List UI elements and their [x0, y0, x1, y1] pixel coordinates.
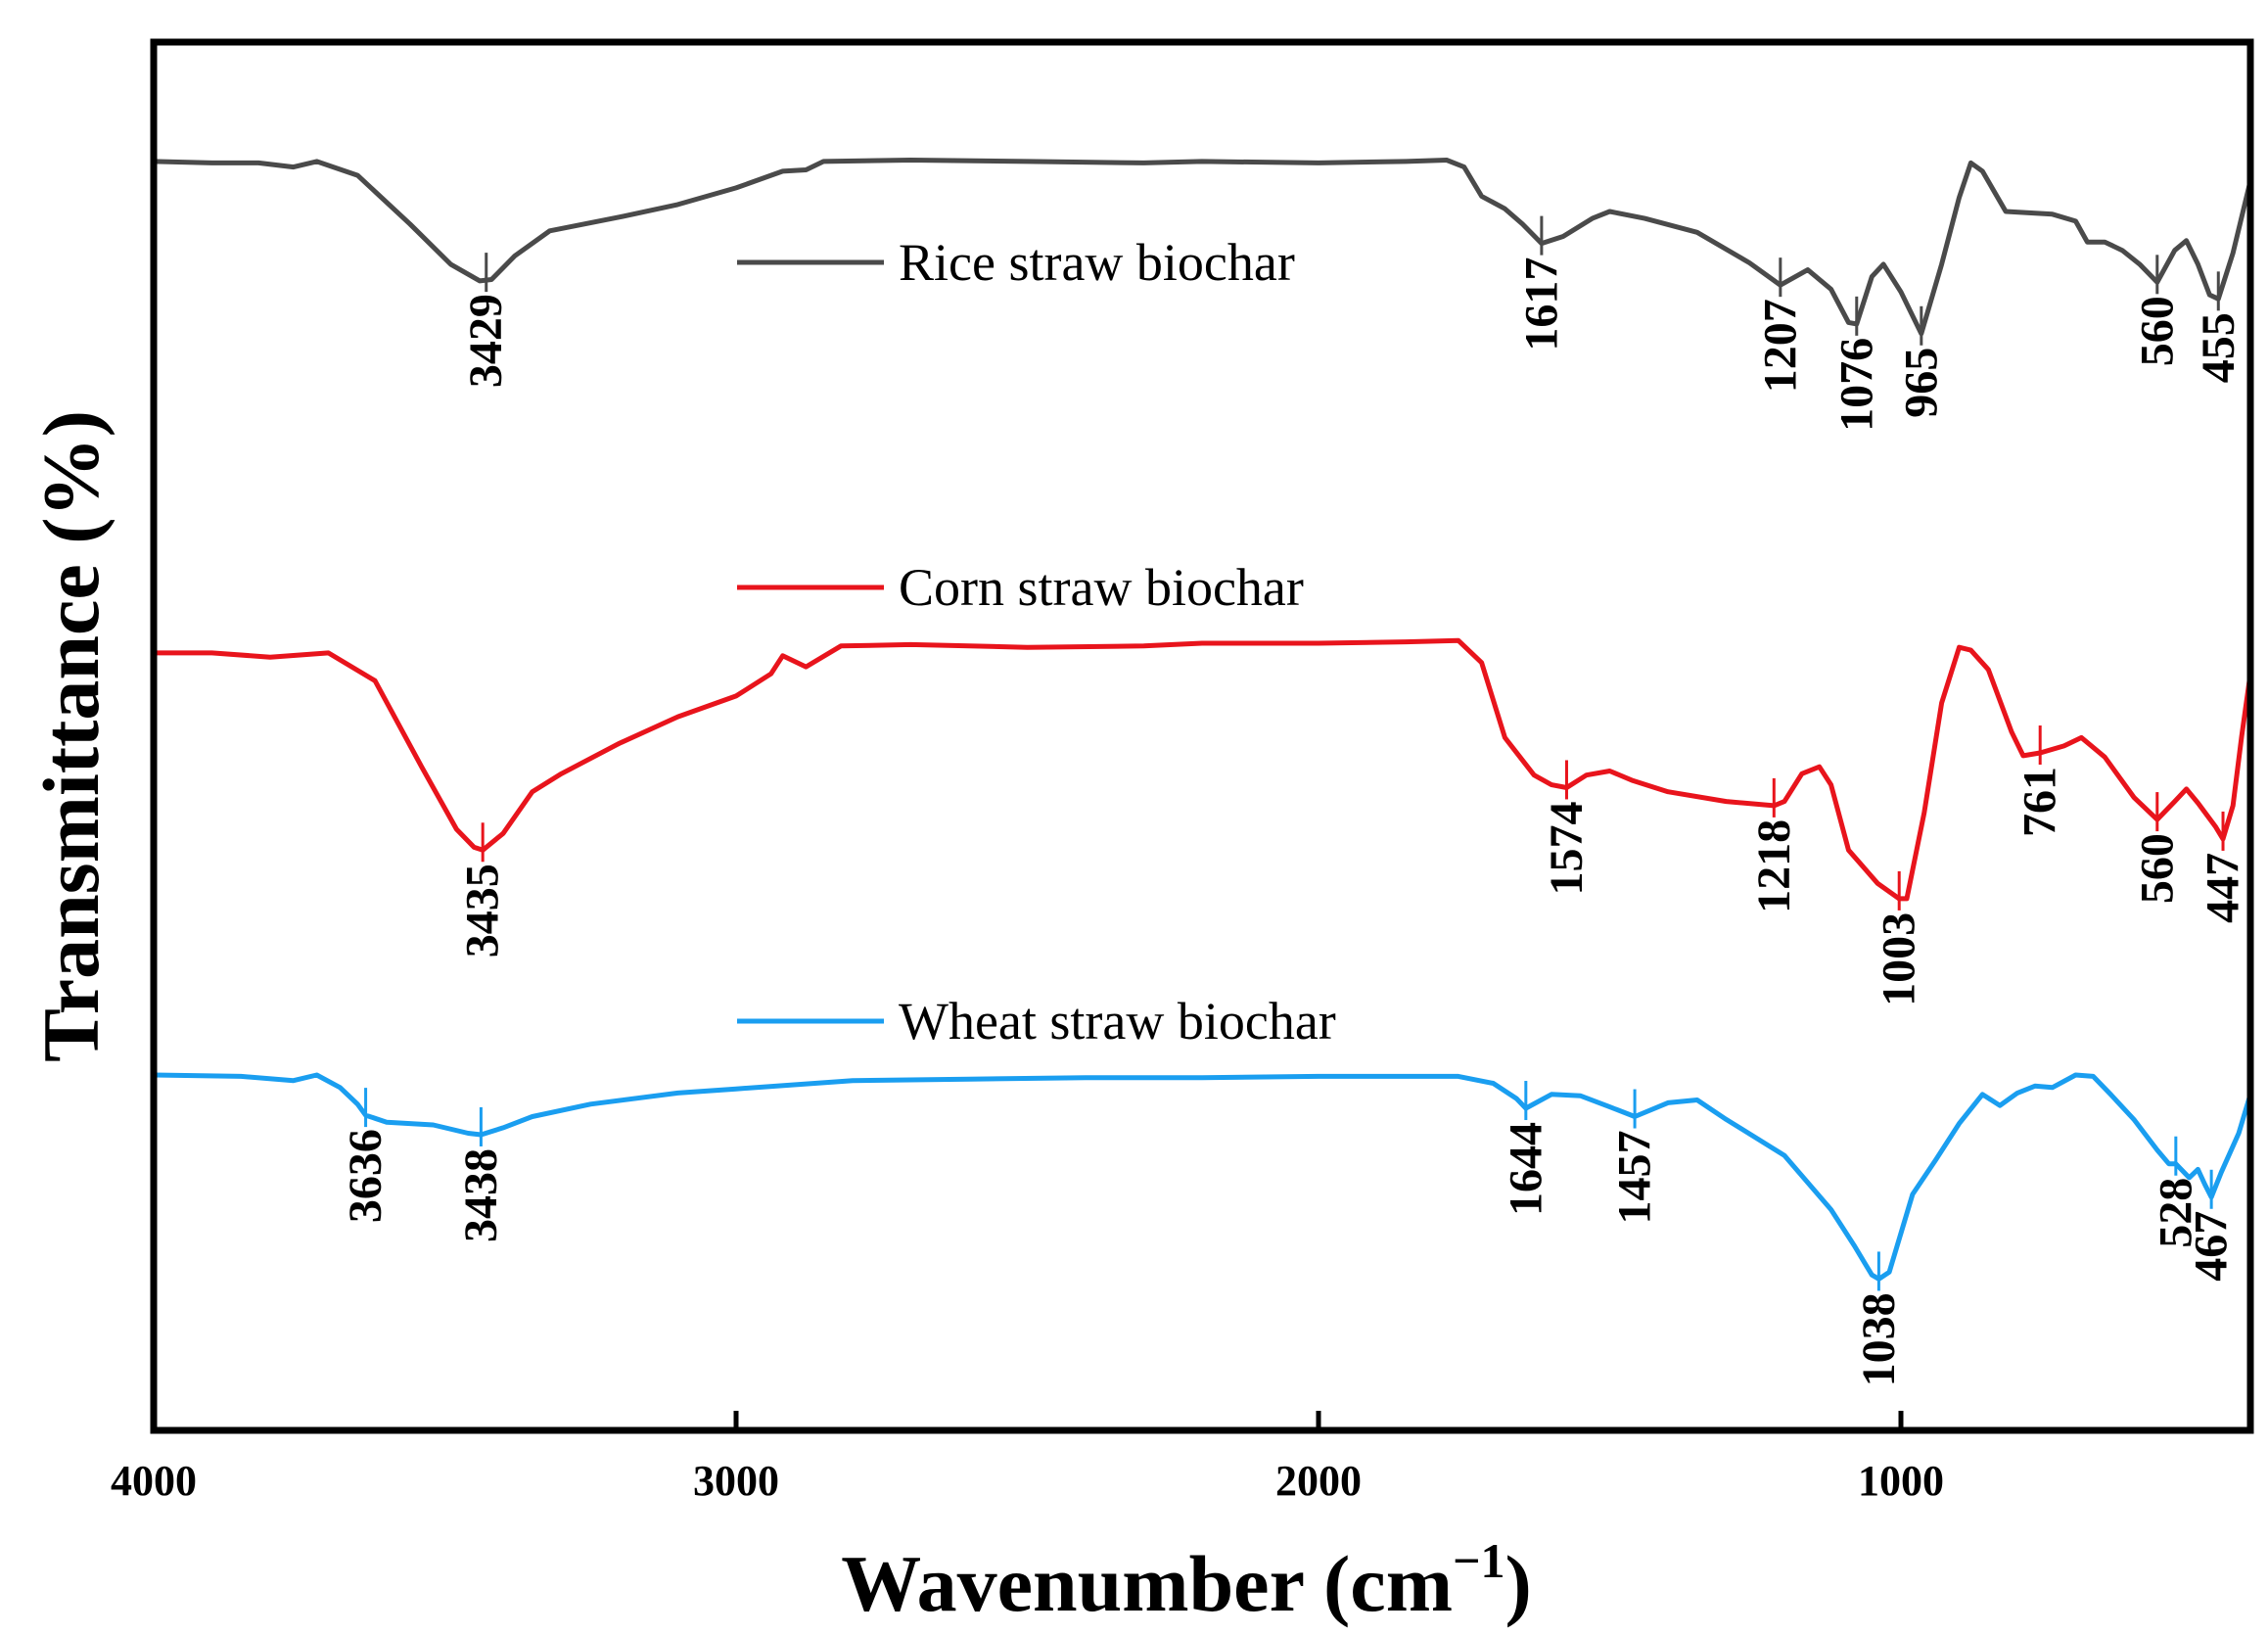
peak-label-wheat-straw-biochar-3636: 3636: [340, 1129, 392, 1223]
legend-label-wheat-straw-biochar: Wheat straw biochar: [899, 992, 1336, 1051]
series-line-wheat-straw-biochar: [151, 1072, 2253, 1282]
peak-label-wheat-straw-biochar-1038: 1038: [1853, 1292, 1905, 1386]
x-tick-label-3000: 3000: [693, 1457, 779, 1505]
peak-label-corn-straw-biochar-1218: 1218: [1748, 819, 1800, 913]
peak-label-wheat-straw-biochar-467: 467: [2186, 1211, 2238, 1282]
peak-label-rice-straw-biochar-3429: 3429: [460, 294, 512, 388]
peak-label-rice-straw-biochar-455: 455: [2193, 312, 2245, 383]
legend-label-corn-straw-biochar: Corn straw biochar: [899, 558, 1304, 617]
peak-label-corn-straw-biochar-761: 761: [2014, 767, 2066, 837]
x-axis-title: Wavenumber (cm−1): [841, 1533, 1532, 1628]
peak-label-rice-straw-biochar-560: 560: [2131, 296, 2183, 366]
peak-label-corn-straw-biochar-1003: 1003: [1874, 912, 1925, 1006]
peak-label-corn-straw-biochar-560: 560: [2131, 833, 2183, 904]
peak-label-wheat-straw-biochar-528: 528: [2150, 1178, 2201, 1248]
x-tick-label-4000: 4000: [111, 1457, 197, 1505]
series-line-rice-straw-biochar: [151, 158, 2253, 337]
y-axis-title: Transmittance (%): [26, 410, 116, 1062]
peak-label-rice-straw-biochar-1076: 1076: [1830, 338, 1882, 432]
peak-label-rice-straw-biochar-1617: 1617: [1515, 257, 1567, 351]
peak-label-corn-straw-biochar-3435: 3435: [457, 864, 509, 958]
peak-label-corn-straw-biochar-447: 447: [2198, 853, 2249, 923]
x-tick-label-2000: 2000: [1275, 1457, 1362, 1505]
legend-label-rice-straw-biochar: Rice straw biochar: [899, 233, 1295, 292]
peak-label-rice-straw-biochar-965: 965: [1895, 348, 1947, 418]
peak-label-wheat-straw-biochar-1644: 1644: [1500, 1122, 1551, 1216]
series-line-corn-straw-biochar: [151, 637, 2253, 902]
peak-label-wheat-straw-biochar-3438: 3438: [455, 1148, 507, 1242]
x-tick-label-1000: 1000: [1858, 1457, 1944, 1505]
peak-label-corn-straw-biochar-1574: 1574: [1541, 802, 1593, 896]
plot-frame: [150, 38, 2254, 1434]
peak-label-rice-straw-biochar-1207: 1207: [1754, 299, 1806, 393]
peak-label-wheat-straw-biochar-1457: 1457: [1609, 1131, 1661, 1225]
